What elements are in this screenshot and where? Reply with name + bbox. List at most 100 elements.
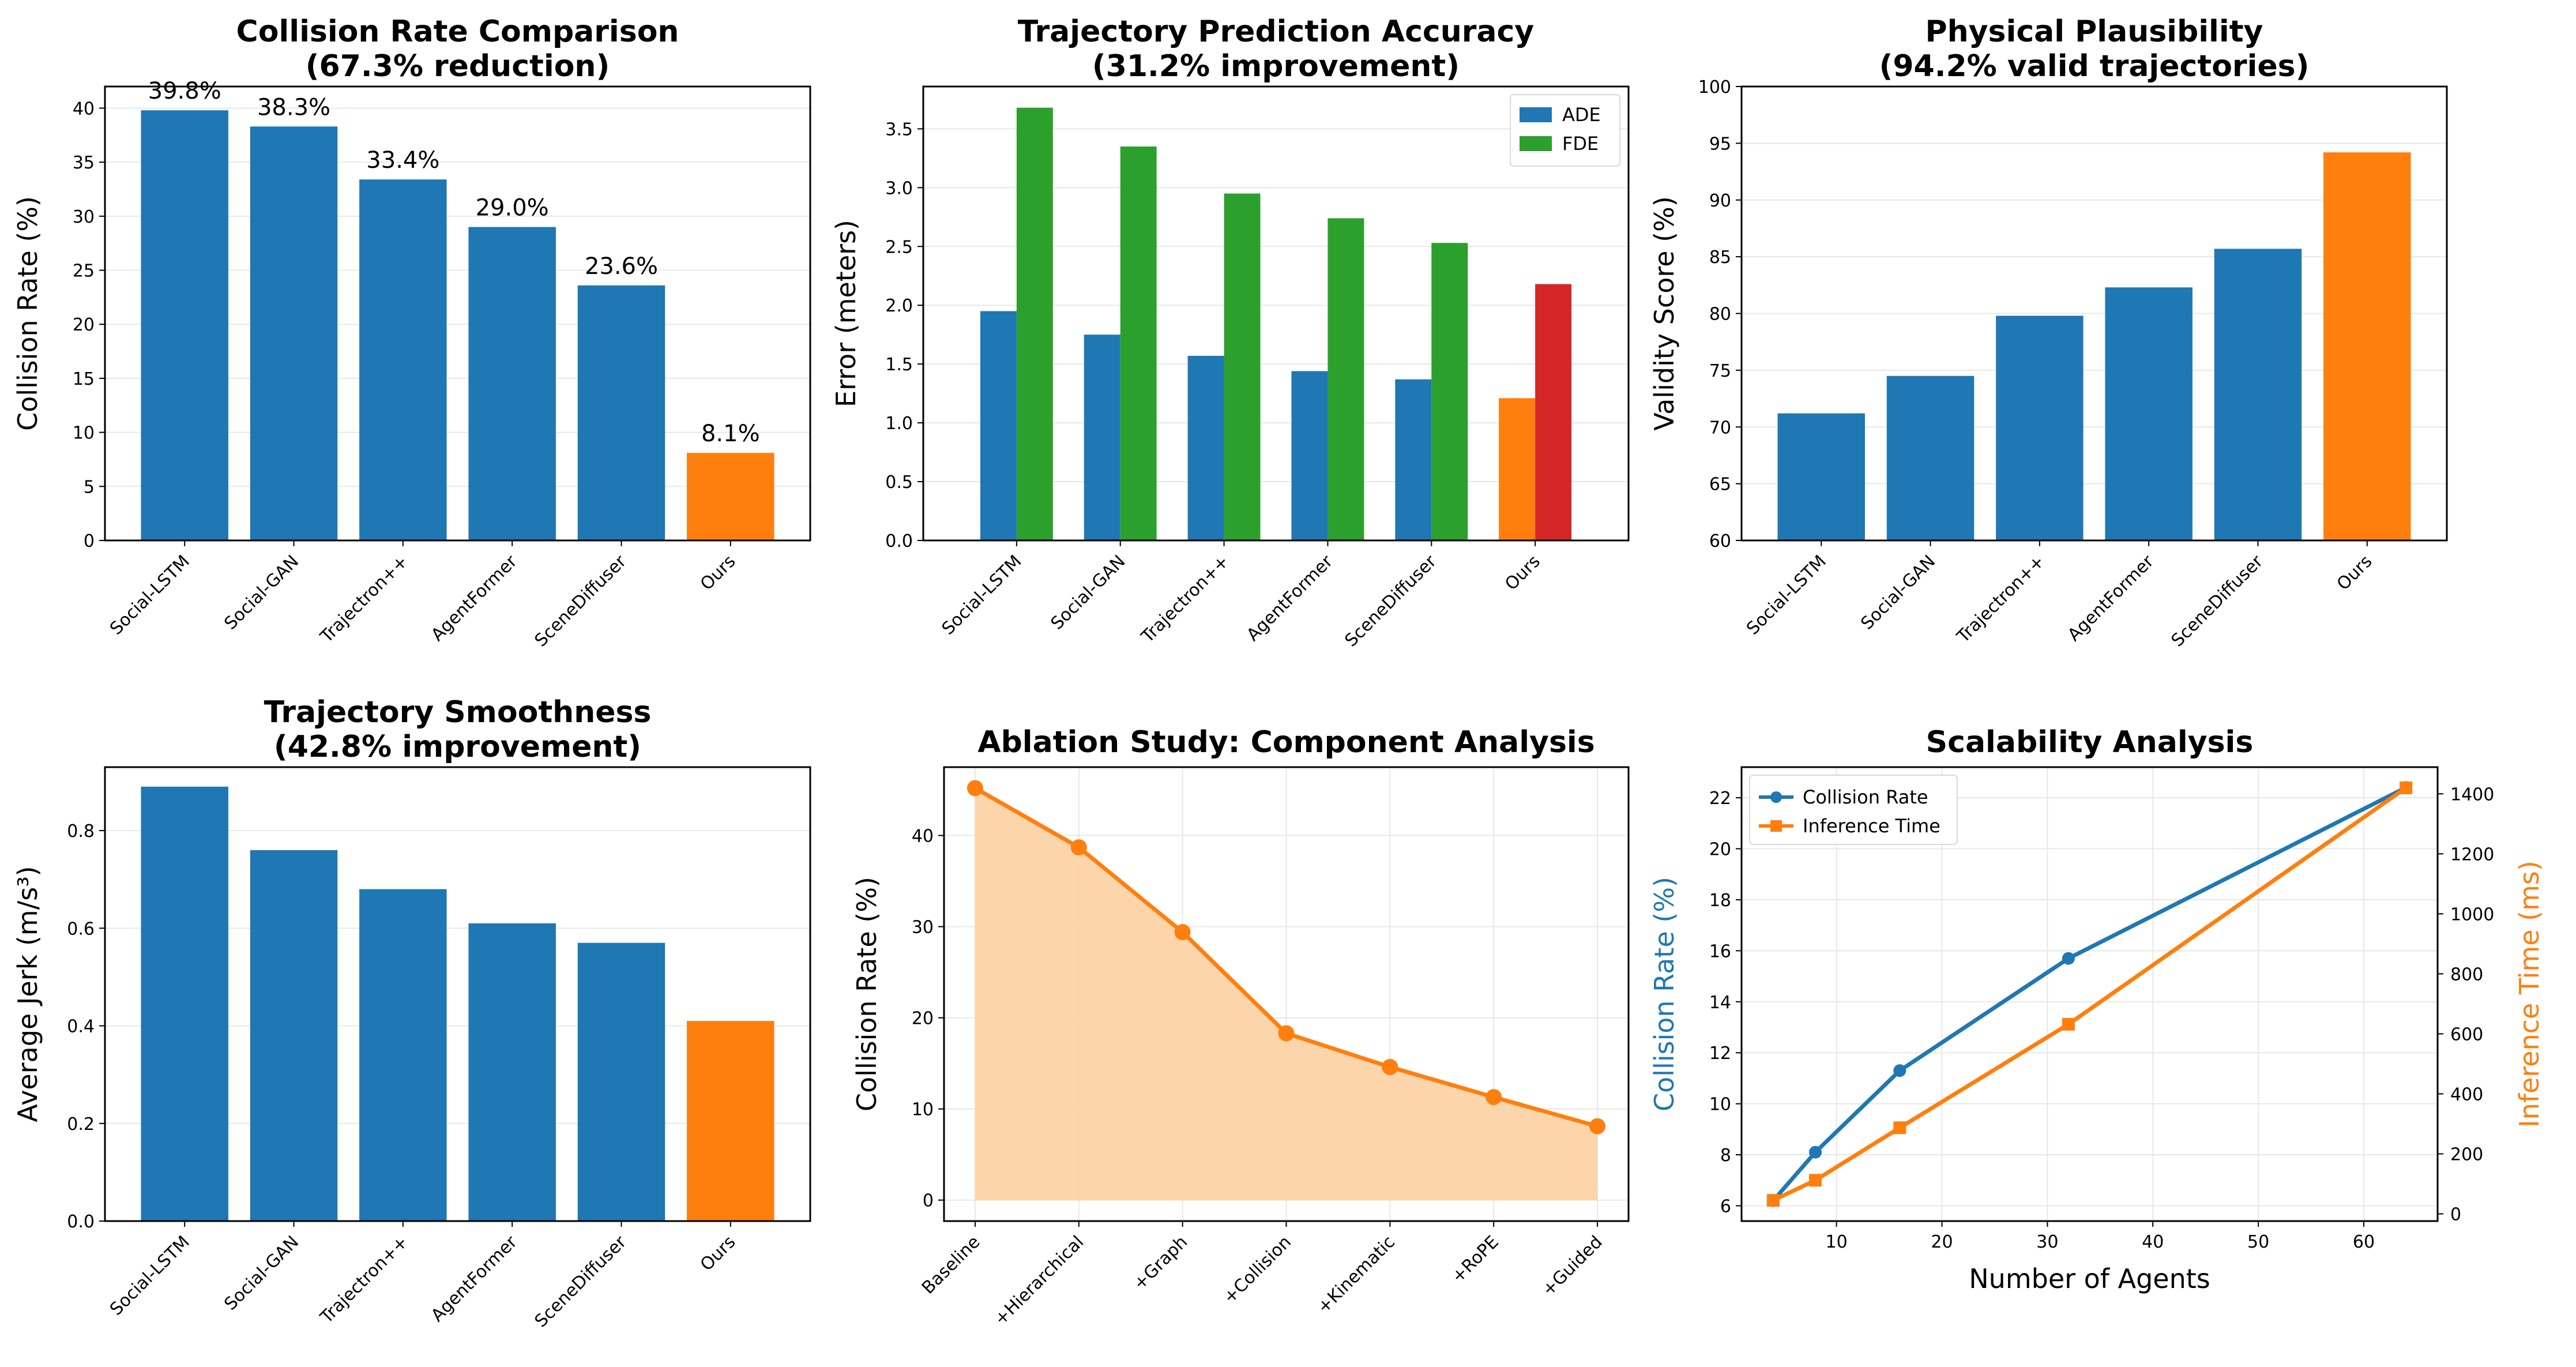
legend-marker-collision-rate [1770, 791, 1782, 803]
bar-social-gan [250, 850, 338, 1221]
chart-plausibility: 60 65 70 75 80 85 90 95 100 Physical Plausibility… [1649, 14, 2448, 651]
y-tick-label: 20 [912, 1009, 934, 1029]
x-tick-label-scenediffuser: SceneDiffuser [1341, 551, 1441, 651]
chart-accuracy: 0.0 0.5 1.0 1.5 2.0 2.5 3.0 3.5 Trajectory Predi… [830, 14, 1630, 651]
legend-label-fde: FDE [1562, 133, 1599, 155]
x-tick-label-trajectron: Trajectron++ [316, 1232, 412, 1328]
chart-ablation: 0 10 20 30 40 Ablation Study: Component Analy… [851, 725, 1630, 1330]
y-tick-label: 40 [912, 827, 934, 847]
series-line-inference-time [1772, 786, 2408, 1203]
y-tick-label: 10 [912, 1100, 934, 1120]
chart-scalability: 6 8 10 12 14 16 18 20 22 Scalability Analysis Coll… [1649, 725, 2545, 1294]
x-tick-label-ours: Ours [697, 1232, 740, 1275]
y-tick-label: 12 [1709, 1043, 1731, 1064]
y-tick-label: 18 [1709, 891, 1731, 911]
x-tick-label-ours: Ours [1501, 551, 1544, 595]
bar-ade-trajectron [1187, 355, 1224, 540]
bar-social-gan [1886, 375, 1975, 540]
y-tick-label: 0.0 [67, 1212, 95, 1232]
y-tick-label: 20 [73, 315, 95, 335]
bar-ade-agentformer [1291, 371, 1328, 540]
bar-fde-ours [1535, 284, 1572, 540]
bar-fde-scenediffuser [1431, 243, 1468, 540]
axes-frame [943, 766, 1630, 1222]
point-inference-time-16 [1893, 1121, 1906, 1135]
legend-swatch-ade [1520, 107, 1552, 122]
bar-social-gan [250, 126, 338, 541]
value-label-agentformer: 29.0% [476, 195, 549, 221]
y-tick-label: 30 [73, 207, 95, 227]
legend: ADE FDE [1510, 94, 1620, 167]
x-tick-label-social-lstm: Social-LSTM [938, 551, 1026, 639]
y-tick-label: 80 [1709, 305, 1731, 325]
y-tick-label: 0.4 [67, 1017, 95, 1037]
bar-trajectron [1996, 316, 2084, 540]
y-tick-label: 0.8 [67, 821, 95, 842]
x-tick-label-social-lstm: Social-LSTM [106, 1232, 194, 1320]
bar-social-lstm [1777, 413, 1865, 540]
x-tick-label: 10 [1825, 1232, 1847, 1252]
bar-ade-scenediffuser [1395, 379, 1432, 540]
y-tick-label: 40 [73, 99, 95, 119]
x-tick-label: 20 [1931, 1232, 1953, 1252]
y-tick-label: 14 [1709, 993, 1731, 1013]
bar-scenediffuser [577, 942, 665, 1221]
bar-ade-ours [1499, 398, 1536, 540]
point-inference-time-8 [1809, 1174, 1822, 1187]
x-tick-label-scenediffuser: SceneDiffuser [531, 551, 631, 651]
x-tick-label-social-gan: Social-GAN [220, 551, 303, 634]
y-tick-label: 95 [1709, 134, 1731, 154]
chart-collision: 0 5 10 15 20 25 30 35 40 Collision Rate Compariso… [12, 14, 811, 651]
y-tick-label: 2.0 [885, 296, 913, 316]
x-tick-label-trajectron: Trajectron++ [1137, 551, 1233, 647]
point-kinematic [1382, 1058, 1398, 1075]
x-tick-label: 30 [2036, 1232, 2058, 1252]
bar-trajectron [359, 889, 447, 1221]
point-baseline [967, 780, 983, 797]
x-tick-label-baseline: Baseline [918, 1232, 984, 1298]
y-tick-label: 60 [1709, 531, 1731, 551]
x-tick-label-ours: Ours [2333, 551, 2376, 595]
y-tick-label: 0 [923, 1191, 934, 1211]
chart-title: (67.3% reduction) [306, 49, 610, 84]
bar-scenediffuser [2214, 249, 2302, 540]
point-collision [1278, 1025, 1295, 1042]
chart-title: (94.2% valid trajectories) [1879, 49, 2310, 84]
chart-title: Scalability Analysis [1926, 725, 2254, 760]
x-tick-label-social-gan: Social-GAN [220, 1232, 303, 1315]
chart-title: Physical Plausibility [1926, 14, 2263, 49]
x-tick-label-graph: +Graph [1130, 1232, 1192, 1294]
x-tick-label-ours: Ours [697, 551, 740, 595]
y-axis-label: Error (meters) [830, 220, 862, 407]
bar-social-lstm [141, 786, 228, 1221]
axes-frame [1740, 766, 2439, 1222]
legend-box [1749, 775, 1958, 845]
x-tick-label-trajectron: Trajectron++ [316, 551, 412, 647]
y-axis-label: Collision Rate (%) [1649, 877, 1680, 1111]
value-label-social-gan: 38.3% [257, 94, 330, 121]
x-tick-label-kinematic: +Kinematic [1314, 1232, 1399, 1317]
x-tick-label-scenediffuser: SceneDiffuser [531, 1231, 631, 1331]
x-tick-label-collision: +Collision [1220, 1232, 1295, 1308]
value-label-social-lstm: 39.8% [148, 78, 221, 104]
x-tick-label-social-lstm: Social-LSTM [1743, 551, 1830, 639]
y-tick-label: 85 [1709, 247, 1731, 268]
y-right-tick-label: 0 [2450, 1205, 2461, 1225]
x-tick-label-trajectron: Trajectron++ [1953, 551, 2048, 647]
bar-social-lstm [141, 110, 228, 540]
y-tick-label: 3.0 [885, 178, 913, 198]
y-tick-label: 0.0 [885, 531, 913, 551]
chart-title: Collision Rate Comparison [236, 14, 679, 49]
y-tick-label: 30 [912, 918, 934, 938]
bar-scenediffuser [577, 285, 665, 540]
bar-fde-social-gan [1120, 146, 1157, 540]
legend-label-collision-rate: Collision Rate [1803, 786, 1928, 808]
y-tick-label: 15 [73, 369, 95, 389]
x-tick-label-agentformer: AgentFormer [2064, 551, 2158, 645]
bar-agentformer [468, 923, 556, 1221]
x-tick-label-rope: +RoPE [1447, 1232, 1502, 1287]
y-tick-label: 6 [1720, 1196, 1731, 1216]
point-inference-time-32 [2062, 1017, 2075, 1031]
x-tick-label-guided: +Guided [1538, 1232, 1606, 1300]
